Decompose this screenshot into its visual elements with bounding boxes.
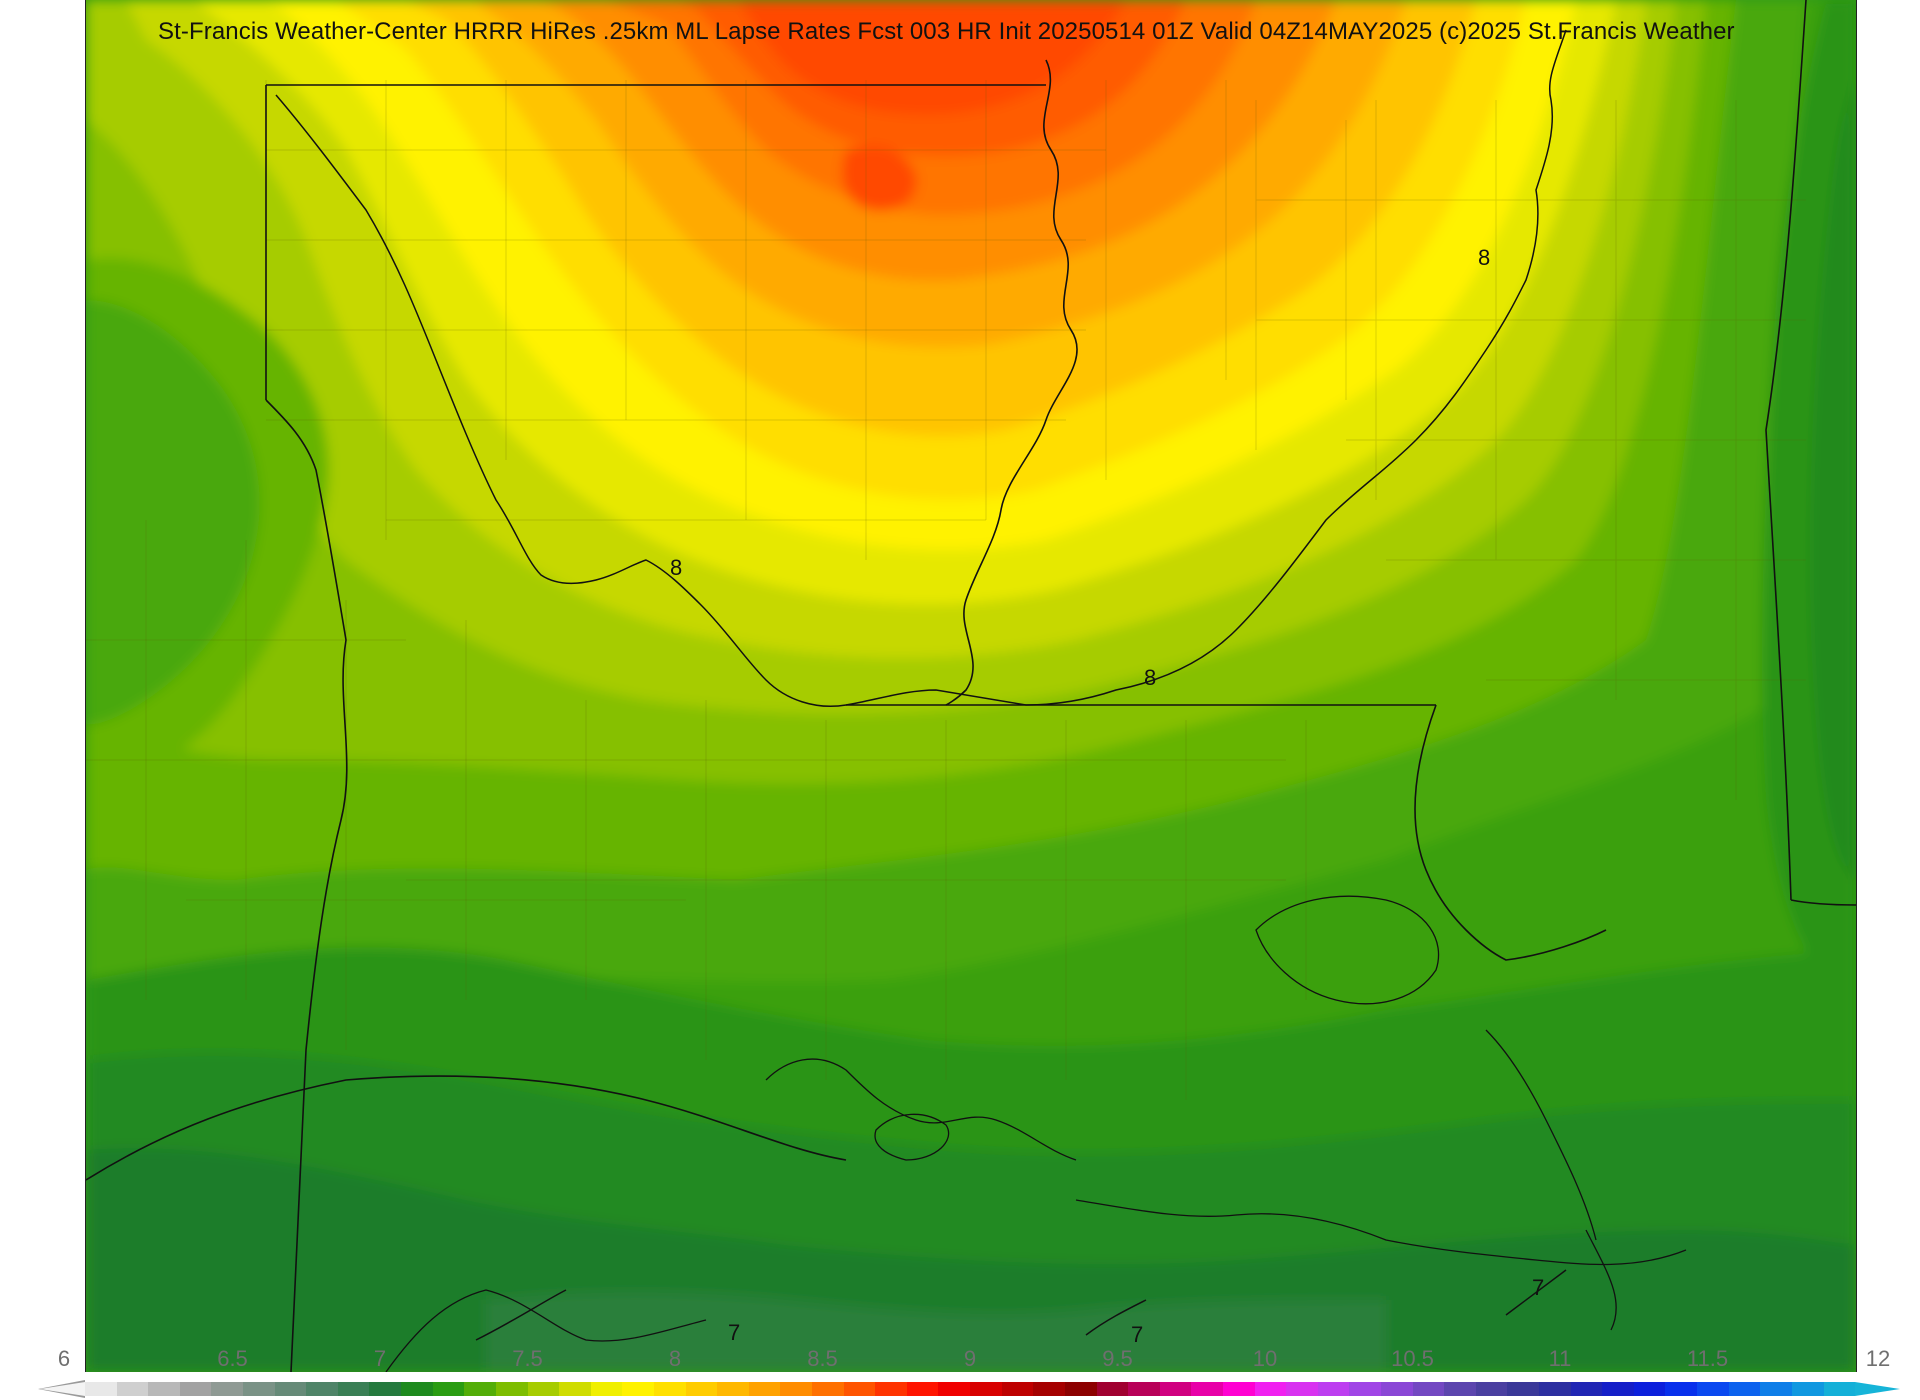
colorbar-segment xyxy=(179,1382,212,1396)
colorbar-segment xyxy=(970,1382,1002,1396)
colorbar-segment xyxy=(653,1382,686,1396)
colorbar-segment xyxy=(590,1382,623,1396)
colorbar-min-extend-arrow xyxy=(40,1382,85,1396)
colorbar-segment xyxy=(1823,1382,1856,1396)
colorbar-segment xyxy=(938,1382,971,1396)
colorbar-segment xyxy=(116,1382,149,1396)
contour-label-8-west: 8 xyxy=(670,555,682,580)
contour-label-7-central: 7 xyxy=(1131,1322,1143,1347)
colorbar-segment xyxy=(1507,1382,1540,1396)
colorbar-segment xyxy=(1380,1382,1413,1396)
map-title: St-Francis Weather-Center HRRR HiRes .25… xyxy=(158,18,1735,45)
colorbar-segment xyxy=(1033,1382,1065,1396)
contour-label-7-east: 7 xyxy=(1532,1275,1544,1300)
colorbar-segment xyxy=(464,1382,496,1396)
coastline xyxy=(385,895,1687,1372)
colorbar-gradient xyxy=(85,1382,1856,1396)
colorbar-segment xyxy=(337,1382,370,1396)
colorbar-segment xyxy=(306,1382,338,1396)
colorbar-segment xyxy=(906,1382,939,1396)
colorbar-segment xyxy=(1001,1382,1034,1396)
colorbar-segment xyxy=(274,1382,307,1396)
colorbar-segment xyxy=(1633,1382,1666,1396)
colorbar-segment xyxy=(1349,1382,1381,1396)
colorbar-segment xyxy=(1602,1382,1634,1396)
colorbar-segment xyxy=(1760,1382,1792,1396)
colorbar-segment xyxy=(1317,1382,1350,1396)
colorbar-tick-label: 10 xyxy=(1252,1346,1278,1371)
contour-label-8-south: 8 xyxy=(1144,665,1156,690)
colorbar-segment xyxy=(843,1382,876,1396)
colorbar-tick-label: 8.5 xyxy=(807,1346,838,1371)
colorbar-tick-label: 6.5 xyxy=(217,1346,248,1371)
state-borders xyxy=(86,0,1856,1372)
colorbar-segment xyxy=(1159,1382,1192,1396)
colorbar-segment xyxy=(85,1382,117,1396)
lapse-rate-shading xyxy=(86,0,1856,1372)
colorbar-segment xyxy=(780,1382,813,1396)
colorbar-segment xyxy=(1697,1382,1729,1396)
colorbar-segment xyxy=(812,1382,844,1396)
colorbar-segment xyxy=(748,1382,781,1396)
colorbar-segment xyxy=(1475,1382,1508,1396)
colorbar-segment xyxy=(1570,1382,1603,1396)
colorbar-segment xyxy=(495,1382,528,1396)
colorbar-segment xyxy=(1539,1382,1571,1396)
colorbar-segment xyxy=(1191,1382,1223,1396)
colorbar-tick-label: 9 xyxy=(963,1346,977,1371)
colorbar-segment xyxy=(1665,1382,1698,1396)
colorbar-segment xyxy=(1254,1382,1287,1396)
colorbar-segment xyxy=(401,1382,433,1396)
colorbar-segment xyxy=(1222,1382,1255,1396)
colorbar-segment xyxy=(1791,1382,1824,1396)
colorbar-segment xyxy=(875,1382,907,1396)
colorbar-tick-label: 11.5 xyxy=(1686,1346,1729,1371)
colorbar-segment xyxy=(527,1382,560,1396)
colorbar-tick-label: 10.5 xyxy=(1391,1346,1434,1371)
colorbar-segment xyxy=(1128,1382,1160,1396)
colorbar-tick-label: 8 xyxy=(668,1346,682,1371)
colorbar-segment xyxy=(622,1382,654,1396)
contour-lines xyxy=(275,29,1567,1341)
colorbar-segment xyxy=(717,1382,749,1396)
colorbar-segment xyxy=(1728,1382,1761,1396)
colorbar-segment xyxy=(432,1382,465,1396)
colorbar-segment xyxy=(148,1382,180,1396)
colorbar-segment xyxy=(211,1382,244,1396)
colorbar-segment xyxy=(1096,1382,1129,1396)
contour-label-group: 8 8 8 7 7 7 xyxy=(670,245,1544,1347)
colorbar-tick-label: 11 xyxy=(1548,1346,1572,1371)
colorbar-segment xyxy=(1064,1382,1097,1396)
map-canvas: 8 8 8 7 7 7 xyxy=(86,0,1856,1372)
colorbar-segment xyxy=(243,1382,275,1396)
contour-label-7-west: 7 xyxy=(728,1320,740,1345)
lapse-rate-map: 8 8 8 7 7 7 xyxy=(85,0,1857,1372)
contour-label-8-east: 8 xyxy=(1478,245,1490,270)
colorbar-segment xyxy=(1444,1382,1476,1396)
colorbar-segment xyxy=(369,1382,402,1396)
colorbar-tick-label: 9.5 xyxy=(1102,1346,1133,1371)
colorbar-tick-label: 6 xyxy=(57,1346,71,1371)
colorbar-segment xyxy=(559,1382,591,1396)
colorbar-tick-label: 7.5 xyxy=(512,1346,543,1371)
colorbar-tick-label: 12 xyxy=(1865,1346,1891,1371)
county-lines xyxy=(86,80,1806,1100)
colorbar-tick-label: 7 xyxy=(373,1346,387,1371)
colorbar-segment xyxy=(685,1382,718,1396)
colorbar-segment xyxy=(1286,1382,1318,1396)
colorbar-max-extend-arrow xyxy=(1855,1382,1900,1396)
colorbar-segment xyxy=(1412,1382,1445,1396)
